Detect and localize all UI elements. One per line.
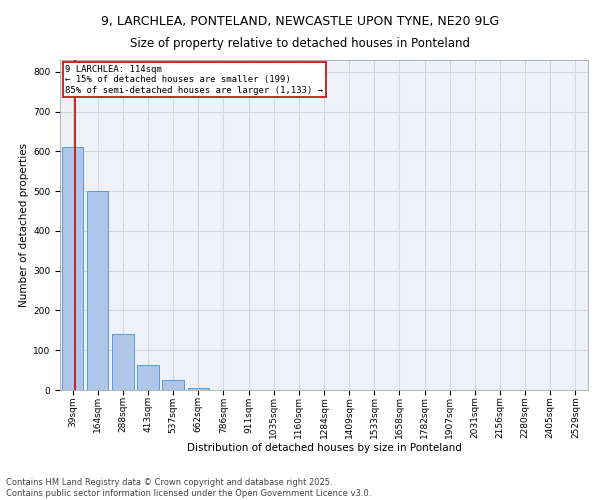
Text: 9 LARCHLEA: 114sqm
← 15% of detached houses are smaller (199)
85% of semi-detach: 9 LARCHLEA: 114sqm ← 15% of detached hou… <box>65 65 323 95</box>
Y-axis label: Number of detached properties: Number of detached properties <box>19 143 29 307</box>
Bar <box>188 388 209 390</box>
Text: 9, LARCHLEA, PONTELAND, NEWCASTLE UPON TYNE, NE20 9LG: 9, LARCHLEA, PONTELAND, NEWCASTLE UPON T… <box>101 15 499 28</box>
Bar <box>112 334 134 390</box>
Text: Contains HM Land Registry data © Crown copyright and database right 2025.
Contai: Contains HM Land Registry data © Crown c… <box>6 478 371 498</box>
Bar <box>137 366 158 390</box>
Bar <box>62 148 83 390</box>
Text: Size of property relative to detached houses in Ponteland: Size of property relative to detached ho… <box>130 38 470 51</box>
Bar <box>163 380 184 390</box>
X-axis label: Distribution of detached houses by size in Ponteland: Distribution of detached houses by size … <box>187 442 461 452</box>
Bar <box>87 191 109 390</box>
